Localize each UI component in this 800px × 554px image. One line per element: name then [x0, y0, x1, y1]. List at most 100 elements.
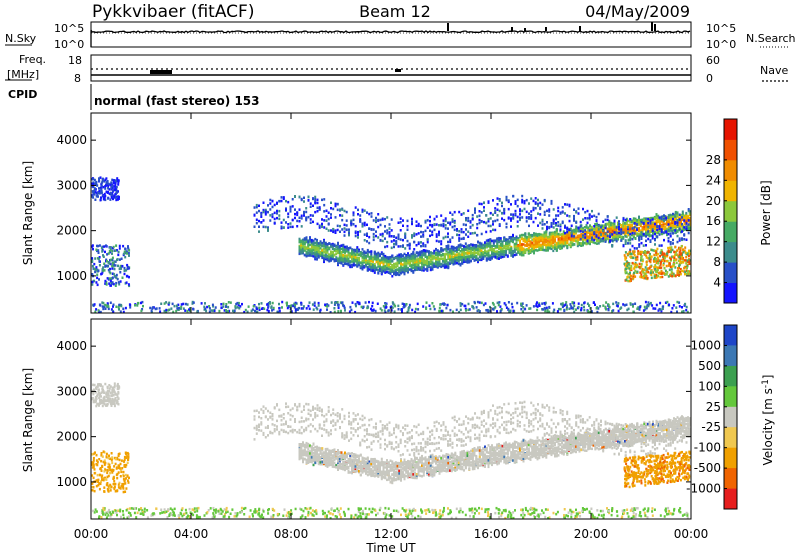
- power-cell: [100, 191, 103, 195]
- power-cell: [117, 264, 119, 268]
- power-cell: [606, 215, 609, 218]
- power-cell: [317, 242, 320, 245]
- power-cell: [597, 236, 600, 240]
- power-cell: [366, 250, 369, 253]
- power-cell: [596, 236, 598, 239]
- power-cell: [671, 229, 674, 233]
- power-cell: [314, 244, 317, 248]
- power-cell: [127, 283, 130, 286]
- freq-tick-bottom: 8: [74, 72, 81, 85]
- power-cell: [393, 257, 395, 260]
- power-cell: [521, 216, 524, 219]
- power-cell: [470, 243, 472, 246]
- power-cell: [515, 253, 518, 256]
- power-cell: [618, 235, 621, 239]
- power-cell: [634, 229, 637, 232]
- power-cell: [327, 211, 330, 214]
- power-cell: [396, 268, 399, 271]
- power-cell: [476, 215, 479, 218]
- power-cell: [568, 203, 571, 207]
- power-cell: [323, 198, 326, 201]
- power-cell: [678, 220, 681, 223]
- power-cell: [492, 228, 494, 232]
- power-cell: [370, 252, 373, 256]
- power-cell: [115, 249, 118, 252]
- power-cell: [267, 229, 269, 232]
- power-cell: [634, 237, 637, 240]
- power-cell: [404, 232, 407, 235]
- power-cell: [510, 248, 513, 252]
- power-cell: [585, 224, 588, 227]
- power-cell: [510, 251, 513, 255]
- power-cell: [688, 223, 691, 226]
- power-cell: [672, 232, 674, 235]
- power-cell: [287, 200, 290, 204]
- power-cell: [459, 246, 462, 249]
- power-cell: [566, 237, 569, 240]
- power-cell: [415, 265, 418, 268]
- power-cell: [501, 201, 503, 205]
- power-cell: [618, 229, 621, 233]
- power-cell: [294, 212, 296, 216]
- power-cell: [629, 223, 632, 227]
- power-cell: [401, 270, 404, 274]
- power-cell: [451, 218, 454, 221]
- nave-label: Nave: [760, 64, 788, 77]
- power-cell: [534, 232, 537, 236]
- power-cell: [550, 222, 553, 225]
- power-cell: [627, 239, 630, 242]
- power-cell: [417, 260, 420, 263]
- power-cell: [568, 236, 570, 240]
- power-cell: [442, 222, 445, 226]
- power-cell: [91, 245, 94, 248]
- power-cell: [406, 219, 409, 223]
- power-cell: [505, 247, 507, 250]
- power-cell: [589, 224, 591, 227]
- power-cell: [404, 236, 407, 239]
- power-cell: [359, 230, 362, 233]
- power-cell: [633, 226, 636, 229]
- power-cell: [669, 225, 672, 228]
- power-cell: [618, 231, 620, 235]
- power-cell: [271, 213, 274, 216]
- power-cell: [109, 267, 111, 271]
- power-cell: [627, 219, 630, 223]
- power-cell: [530, 213, 533, 217]
- power-cell: [273, 222, 276, 225]
- power-cell: [365, 251, 367, 254]
- power-cell: [394, 262, 397, 265]
- power-cell: [354, 259, 357, 262]
- power-cell: [596, 228, 598, 231]
- power-cell: [303, 239, 306, 242]
- power-cell: [339, 230, 341, 233]
- power-cell: [309, 253, 311, 257]
- power-cell: [561, 242, 563, 245]
- power-cell: [591, 236, 593, 239]
- power-cell: [107, 182, 110, 186]
- power-cell: [589, 239, 591, 242]
- power-cell: [496, 250, 499, 253]
- power-cell: [552, 233, 555, 237]
- power-cell: [600, 239, 602, 242]
- power-cell: [314, 200, 317, 203]
- power-cell: [531, 242, 534, 246]
- power-cell: [321, 225, 323, 229]
- power-cell: [404, 247, 407, 250]
- power-cell: [361, 268, 364, 271]
- power-cell: [451, 220, 454, 223]
- power-cell: [443, 261, 446, 265]
- power-cell: [585, 225, 588, 228]
- power-cell: [636, 232, 639, 235]
- power-cell: [372, 257, 374, 260]
- power-cell: [508, 251, 511, 254]
- power-cell: [107, 187, 110, 190]
- power-cell: [394, 273, 397, 277]
- power-cell: [547, 237, 549, 241]
- power-cell: [342, 250, 345, 254]
- power-cell: [480, 258, 483, 262]
- power-cell: [512, 217, 515, 220]
- power-cell: [666, 255, 669, 258]
- power-cell: [402, 219, 404, 222]
- power-cell: [620, 235, 623, 239]
- power-cell: [499, 242, 502, 245]
